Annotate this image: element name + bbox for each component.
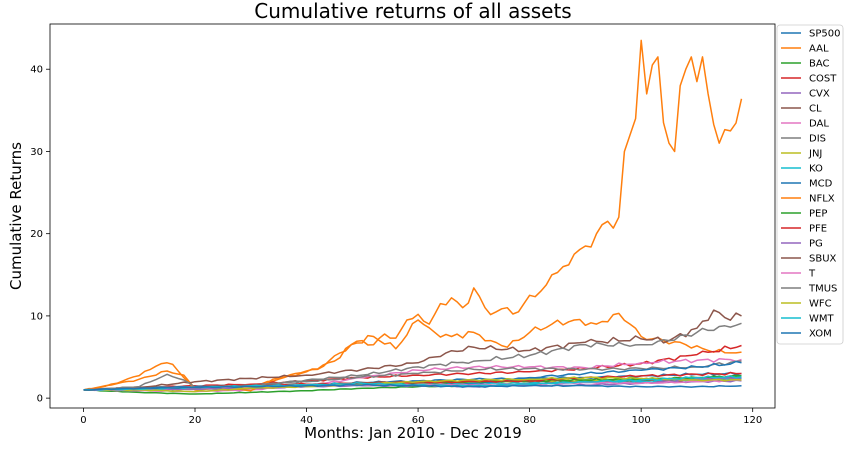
y-axis-ticks: 0 10 20 30 40 — [30, 65, 50, 405]
legend-label-ko: KO — [809, 164, 823, 175]
legend-label-pg: PG — [809, 239, 823, 250]
x-tick-label: 120 — [743, 415, 762, 426]
y-tick-label: 0 — [37, 394, 43, 405]
chart-title: Cumulative returns of all assets — [254, 0, 571, 23]
legend-label-cost: COST — [809, 74, 837, 85]
x-tick-label: 0 — [80, 415, 86, 426]
x-axis-ticks: 0 20 40 60 80 100 120 — [80, 408, 762, 426]
x-tick-label: 80 — [523, 415, 536, 426]
series-layer — [83, 39, 743, 395]
legend-label-t: T — [808, 269, 816, 280]
legend-label-sbux: SBUX — [809, 254, 837, 265]
legend-label-wmt: WMT — [809, 314, 835, 325]
plot-area-frame — [49, 23, 776, 409]
legend-label-dal: DAL — [809, 119, 829, 130]
legend-label-pfe: PFE — [809, 224, 827, 235]
legend-label-nflx: NFLX — [809, 194, 835, 205]
series-line-sbux — [83, 309, 742, 391]
legend-label-cvx: CVX — [809, 89, 830, 100]
legend-label-pep: PEP — [809, 209, 827, 220]
y-tick-label: 10 — [30, 311, 43, 322]
legend-label-sp500: SP500 — [809, 29, 840, 40]
legend-label-aal: AAL — [809, 44, 829, 55]
x-tick-label: 40 — [300, 415, 313, 426]
legend-label-bac: BAC — [809, 59, 830, 70]
legend-label-xom: XOM — [809, 329, 832, 340]
legend-label-tmus: TMUS — [808, 284, 837, 295]
legend-label-mcd: MCD — [809, 179, 833, 190]
x-axis-label: Months: Jan 2010 - Dec 2019 — [304, 424, 522, 442]
x-tick-label: 60 — [412, 415, 425, 426]
y-axis-label: Cumulative Returns — [7, 142, 25, 290]
x-tick-label: 20 — [189, 415, 202, 426]
legend-label-wfc: WFC — [809, 299, 832, 310]
legend-label-dis: DIS — [809, 134, 826, 145]
series-line-tmus — [83, 322, 742, 391]
series-line-xom — [83, 383, 742, 391]
y-tick-label: 40 — [30, 65, 43, 76]
series-line-wfc — [83, 376, 742, 393]
legend: SP500 AAL BAC COST CVX CL DAL DIS JNJ KO MCD NFLX PE… — [776, 24, 844, 345]
y-tick-label: 30 — [30, 147, 43, 158]
y-tick-label: 20 — [30, 229, 43, 240]
legend-label-cl: CL — [809, 104, 822, 115]
legend-label-jnj: JNJ — [808, 149, 822, 160]
x-tick-label: 100 — [632, 415, 651, 426]
legend-frame — [776, 24, 844, 345]
